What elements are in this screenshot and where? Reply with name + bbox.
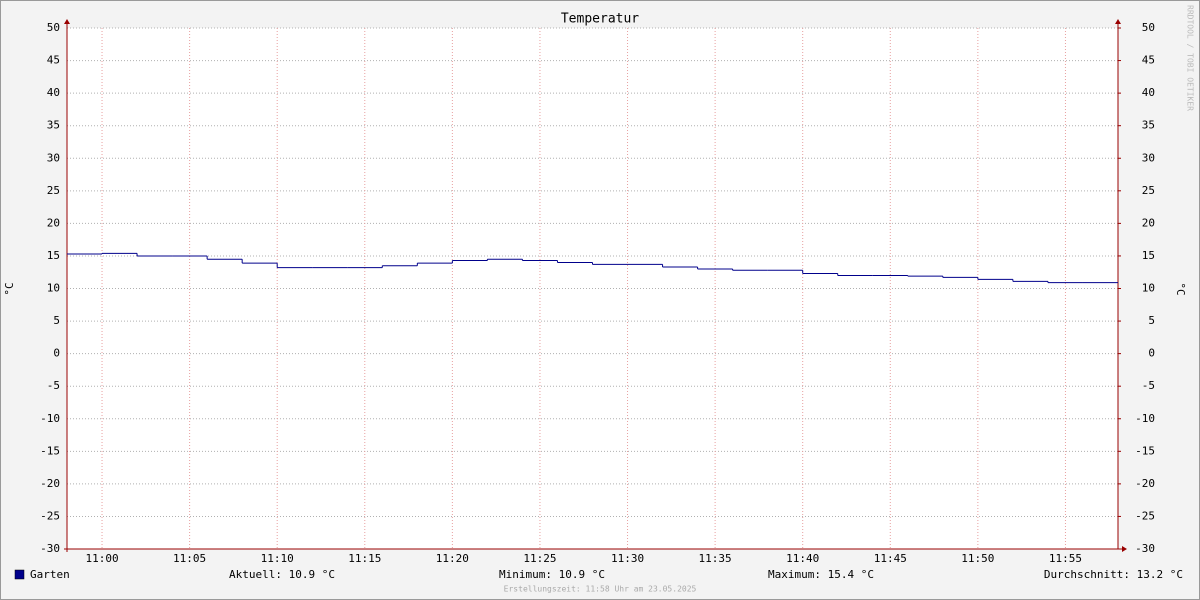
y-tick-label: -15 xyxy=(40,444,60,457)
y2-tick-label: 20 xyxy=(1142,216,1155,229)
chart-title: Temperatur xyxy=(561,12,639,27)
y-tick-label: 50 xyxy=(47,21,60,34)
y2-tick-label: 45 xyxy=(1142,54,1155,67)
legend-swatch xyxy=(14,569,25,580)
legend-stat: Aktuell: 10.9 °C xyxy=(229,568,335,581)
y-tick-label: 35 xyxy=(47,119,60,132)
x-tick-label: 11:05 xyxy=(173,552,206,565)
y-tick-label: 30 xyxy=(47,151,60,164)
y-tick-label: -10 xyxy=(40,412,60,425)
x-tick-label: 11:50 xyxy=(961,552,994,565)
y-tick-label: 0 xyxy=(53,347,60,360)
y2-tick-label: 40 xyxy=(1142,86,1155,99)
y2-tick-label: -15 xyxy=(1135,444,1155,457)
y-axis-label: °C xyxy=(3,282,16,295)
x-tick-label: 11:10 xyxy=(261,552,294,565)
legend-label: Garten xyxy=(30,568,70,581)
legend-stat: Minimum: 10.9 °C xyxy=(499,568,605,581)
x-tick-label: 11:45 xyxy=(874,552,907,565)
axis-arrow xyxy=(64,19,70,24)
y2-tick-label: -30 xyxy=(1135,542,1155,555)
y2-tick-label: -20 xyxy=(1135,477,1155,490)
y-tick-label: -5 xyxy=(47,379,60,392)
x-tick-label: 11:20 xyxy=(436,552,469,565)
y-tick-label: 25 xyxy=(47,184,60,197)
y-tick-label: 5 xyxy=(53,314,60,327)
legend-stat: Maximum: 15.4 °C xyxy=(768,568,874,581)
footer: Erstellungszeit: 11:58 Uhr am 23.05.2025 xyxy=(504,585,697,594)
y2-tick-label: 10 xyxy=(1142,282,1155,295)
y2-tick-label: 0 xyxy=(1148,347,1155,360)
x-tick-label: 11:35 xyxy=(699,552,732,565)
y2-tick-label: 15 xyxy=(1142,249,1155,262)
y-tick-label: 15 xyxy=(47,249,60,262)
y-tick-label: -25 xyxy=(40,509,60,522)
y2-tick-label: 35 xyxy=(1142,119,1155,132)
y-tick-label: 20 xyxy=(47,216,60,229)
y2-tick-label: -10 xyxy=(1135,412,1155,425)
y2-axis-label: °C xyxy=(1174,282,1187,295)
y-tick-label: -30 xyxy=(40,542,60,555)
y2-tick-label: -25 xyxy=(1135,509,1155,522)
x-tick-label: 11:15 xyxy=(348,552,381,565)
y-tick-label: -20 xyxy=(40,477,60,490)
x-tick-label: 11:25 xyxy=(523,552,556,565)
y2-tick-label: 25 xyxy=(1142,184,1155,197)
y-tick-label: 45 xyxy=(47,54,60,67)
x-tick-label: 11:30 xyxy=(611,552,644,565)
x-tick-label: 11:40 xyxy=(786,552,819,565)
axis-arrow xyxy=(1115,19,1121,24)
x-tick-label: 11:00 xyxy=(85,552,118,565)
y2-tick-label: 5 xyxy=(1148,314,1155,327)
y2-tick-label: 30 xyxy=(1142,151,1155,164)
y2-tick-label: -5 xyxy=(1142,379,1155,392)
y2-tick-label: 50 xyxy=(1142,21,1155,34)
x-tick-label: 11:55 xyxy=(1049,552,1082,565)
watermark: RRDTOOL / TOBI OETIKER xyxy=(1186,5,1195,111)
legend-stat: Durchschnitt: 13.2 °C xyxy=(1044,568,1183,581)
y-tick-label: 10 xyxy=(47,282,60,295)
y-tick-label: 40 xyxy=(47,86,60,99)
axis-arrow xyxy=(1122,546,1127,552)
